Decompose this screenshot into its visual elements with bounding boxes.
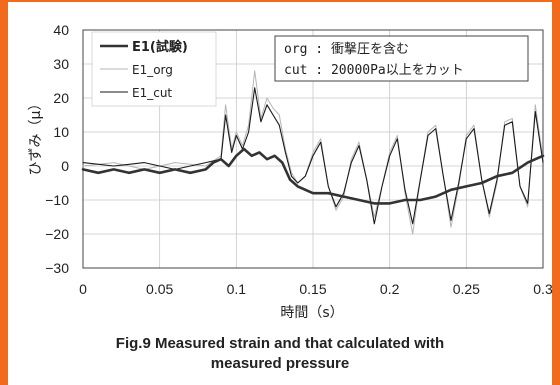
y-axis-label: ひずみ（μ）: [28, 97, 44, 176]
series-lines: [81, 70, 545, 235]
series-line-2: [82, 87, 544, 225]
legend-label: E1_org: [132, 63, 173, 77]
x-tick-label: 0.05: [146, 281, 173, 297]
x-tick-labels: 0 0.05 0.1 0.15 0.2 0.25 0.3: [79, 281, 553, 297]
annotation-line-org: org : 衝撃圧を含む: [284, 41, 409, 57]
x-tick-label: 0.1: [227, 281, 247, 297]
annotation-box: org : 衝撃圧を含む cut : 20000Pa以上をカット: [274, 35, 529, 82]
x-axis-label: 時間（s）: [280, 305, 343, 321]
annotation-line-cut: cut : 20000Pa以上をカット: [284, 63, 464, 78]
legend-label: E1(試験): [132, 39, 188, 55]
y-tick-label: 10: [53, 124, 69, 140]
figure-caption-line2: measured pressure: [210, 355, 350, 372]
figure-caption-line1: Fig.9 Measured strain and that calculate…: [115, 335, 445, 352]
y-tick-label: 0: [61, 158, 69, 174]
x-tick-label: 0.25: [453, 281, 480, 297]
x-tick-label: 0.15: [299, 281, 326, 297]
x-tick-label: 0: [79, 281, 87, 297]
legend-label: E1_cut: [132, 86, 172, 100]
y-tick-label: −20: [45, 226, 69, 242]
y-tick-label: −10: [45, 192, 69, 208]
plot-area: [82, 29, 544, 269]
y-tick-labels: −30 −20 −10 0 10 20 30 40: [45, 22, 69, 276]
legend: E1(試験) E1_org E1_cut: [91, 31, 217, 107]
y-tick-label: −30: [45, 260, 69, 276]
x-tick-label: 0.3: [533, 281, 553, 297]
y-tick-label: 40: [53, 22, 69, 38]
y-tick-label: 20: [53, 90, 69, 106]
series-line-0: [81, 147, 545, 205]
y-tick-label: 30: [53, 56, 69, 72]
x-tick-label: 0.2: [380, 281, 400, 297]
